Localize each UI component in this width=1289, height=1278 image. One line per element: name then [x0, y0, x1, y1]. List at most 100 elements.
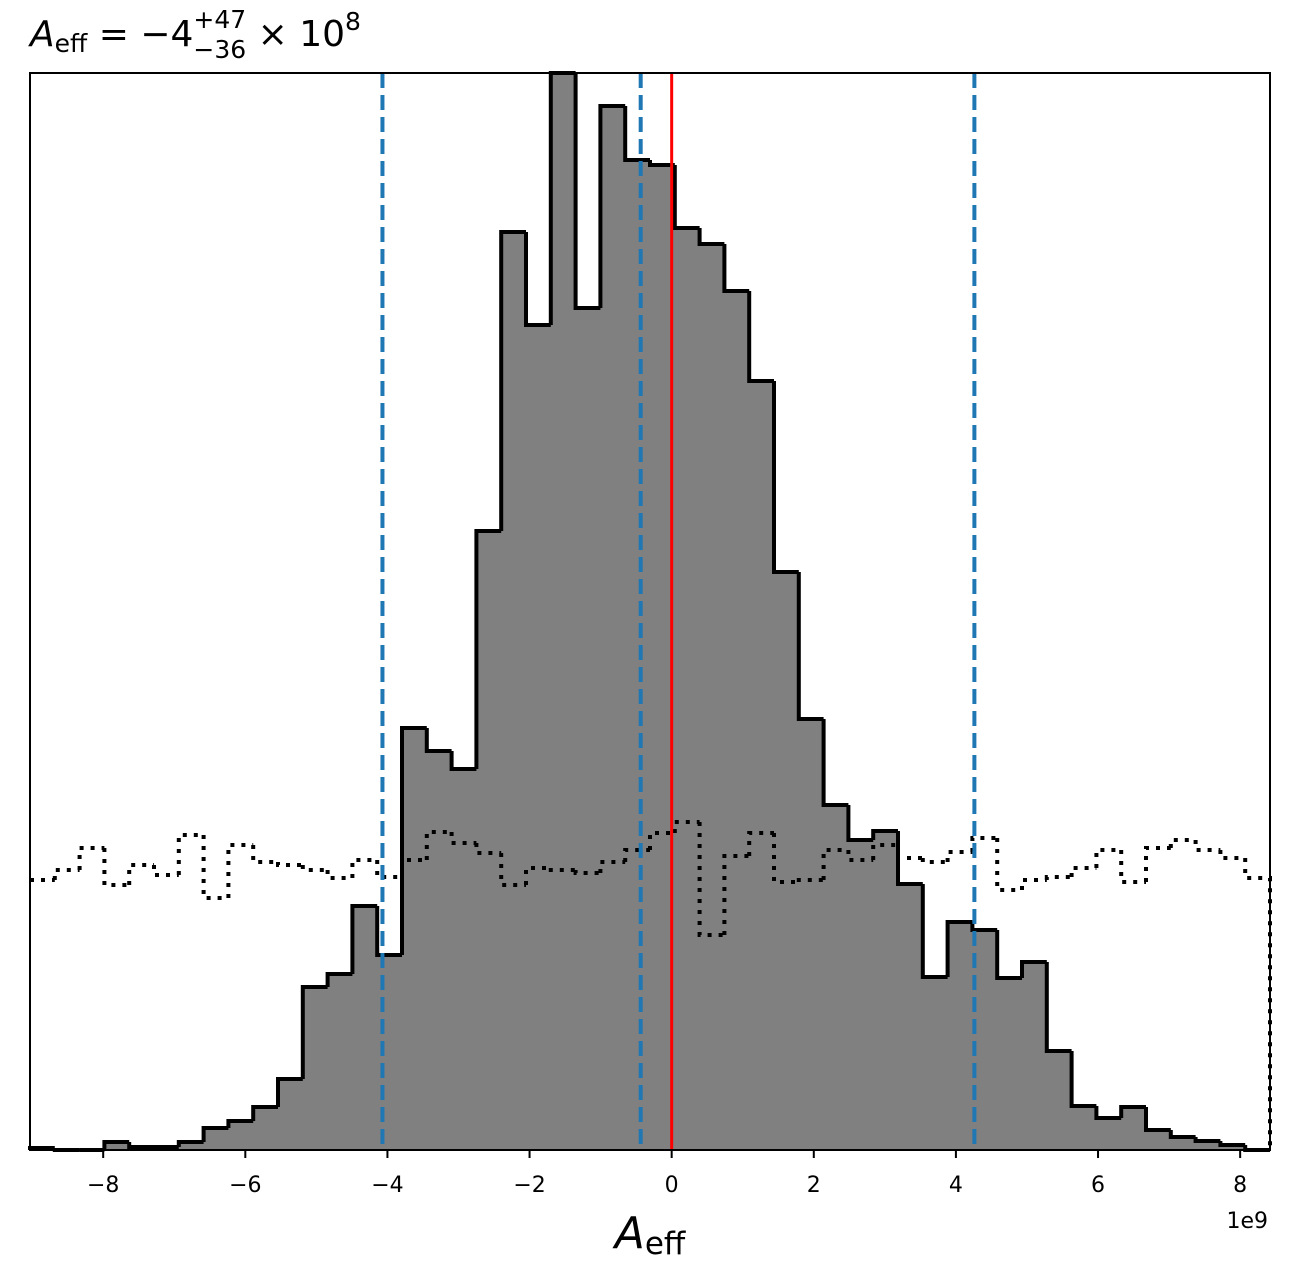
- histogram-bar: [600, 106, 626, 1150]
- histogram-outline: [449, 751, 477, 771]
- histogram-bar: [501, 232, 527, 1150]
- dotted-step: [251, 845, 278, 864]
- dotted-step: [524, 866, 551, 885]
- dotted-step: [77, 846, 105, 870]
- histogram-bar: [426, 751, 453, 1150]
- histogram-bar: [327, 974, 353, 1150]
- title-subscript: eff: [55, 29, 88, 58]
- histogram-outline: [176, 1140, 204, 1147]
- histogram-outline: [127, 1142, 154, 1149]
- dotted-step: [896, 845, 923, 860]
- dotted-step: [548, 868, 576, 872]
- histogram-outline: [1218, 1141, 1246, 1147]
- dotted-step: [1044, 875, 1072, 880]
- xlabel-symbol: A: [612, 1208, 645, 1259]
- histogram-outline: [1168, 1130, 1196, 1139]
- histogram-outline: [1044, 962, 1072, 1053]
- histogram-bar: [798, 719, 825, 1150]
- histogram-outline: [251, 1105, 278, 1121]
- dotted-step: [449, 832, 477, 845]
- histogram-outline: [598, 104, 626, 308]
- histogram-outline: [400, 726, 427, 955]
- histogram-bar: [178, 1142, 205, 1150]
- histogram-outline: [871, 829, 898, 840]
- histogram-outline: [1193, 1137, 1221, 1143]
- histogram-bar: [1195, 1141, 1221, 1150]
- histogram-outline: [499, 230, 526, 531]
- dotted-step: [176, 833, 204, 875]
- dotted-step: [796, 878, 824, 882]
- dotted-step: [1119, 850, 1146, 884]
- dotted-step: [1218, 850, 1246, 860]
- x-offset-label: 1e9: [1226, 1209, 1268, 1234]
- histogram-bar: [922, 977, 949, 1150]
- dotted-step: [871, 843, 898, 860]
- title-main: = −4: [87, 14, 193, 55]
- histogram-bar: [947, 922, 973, 1150]
- dotted-step: [1069, 866, 1097, 877]
- histogram-outline: [821, 719, 849, 807]
- dotted-step: [598, 860, 626, 873]
- histogram-bar: [873, 831, 899, 1150]
- histogram-outline: [945, 920, 973, 977]
- histogram-bar: [1022, 962, 1048, 1150]
- histogram-bar: [352, 906, 378, 1150]
- histogram-bar: [1220, 1145, 1246, 1150]
- title-symbol: A: [28, 14, 55, 55]
- x-tick-label: −4: [371, 1173, 403, 1198]
- histogram-bar: [526, 325, 552, 1150]
- dotted-step: [152, 865, 179, 877]
- histogram-bar: [575, 308, 601, 1150]
- dotted-step: [747, 831, 774, 856]
- histogram-outline: [995, 930, 1022, 980]
- histogram-bar: [1146, 1130, 1172, 1150]
- dotted-step: [846, 850, 874, 862]
- dotted-step: [821, 848, 849, 880]
- x-tick-label: −6: [229, 1173, 261, 1198]
- dotted-step: [300, 865, 328, 872]
- histogram-outline: [796, 572, 824, 721]
- chart-title: Aeff = −4+47 −36 × 108: [28, 5, 361, 64]
- histogram-bar: [278, 1079, 304, 1150]
- histogram-outline: [648, 160, 675, 167]
- histogram-bar: [302, 987, 329, 1150]
- dotted-step: [722, 854, 750, 935]
- histogram-bar: [898, 884, 924, 1150]
- xlabel-subscript: eff: [645, 1226, 686, 1262]
- histogram-outline: [1144, 1107, 1171, 1132]
- histogram-bar: [1121, 1107, 1147, 1150]
- dotted-step: [424, 830, 452, 860]
- histogram-outline: [276, 1077, 303, 1107]
- dotted-step: [276, 862, 303, 867]
- histogram-outline: [722, 244, 750, 293]
- histogram-bar: [774, 572, 800, 1150]
- dotted-step: [1144, 846, 1171, 882]
- histogram-bar: [476, 531, 502, 1150]
- histogram-outline: [474, 529, 502, 769]
- dotted-step: [1020, 878, 1047, 890]
- histogram-outline: [747, 291, 774, 383]
- histogram-bar: [749, 381, 775, 1150]
- histogram-bar: [625, 160, 651, 1150]
- dotted-step: [400, 858, 427, 877]
- x-tick-label: −2: [513, 1173, 545, 1198]
- histogram-bar: [674, 228, 701, 1150]
- dotted-step: [52, 868, 80, 880]
- title-times: × 10: [246, 14, 345, 55]
- dotted-step: [623, 848, 650, 862]
- histogram-outline: [1020, 960, 1047, 978]
- histogram-bar: [253, 1107, 279, 1150]
- dotted-step: [697, 822, 725, 937]
- x-tick-label: 2: [807, 1173, 821, 1198]
- histogram-bar: [1170, 1137, 1197, 1150]
- histogram-outline: [350, 904, 378, 974]
- histogram-outline: [1119, 1105, 1146, 1118]
- dotted-step: [474, 843, 502, 855]
- histogram-outline: [325, 972, 353, 987]
- plot-frame: [29, 72, 1271, 1151]
- histogram-bar: [1071, 1106, 1097, 1150]
- x-tick-label: 4: [949, 1173, 963, 1198]
- dotted-step: [920, 858, 948, 864]
- histogram-bar: [228, 1121, 254, 1150]
